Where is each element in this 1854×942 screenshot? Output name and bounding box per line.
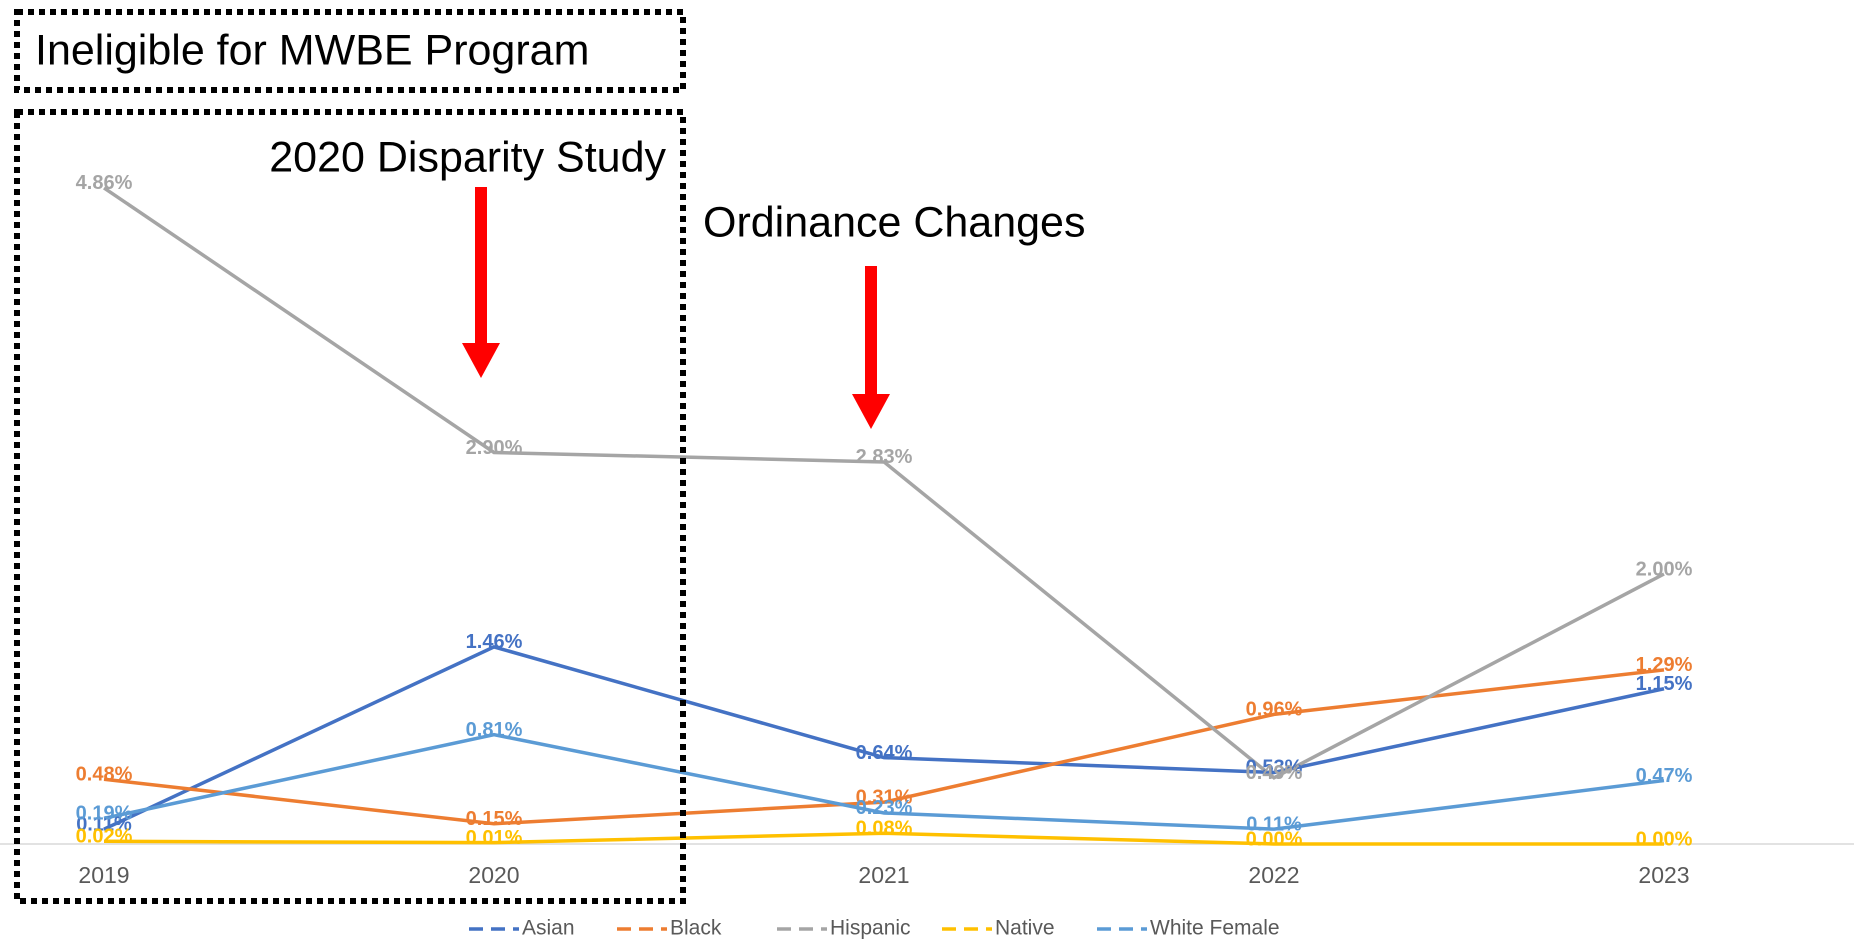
data-label: 0.00% [1636, 828, 1693, 850]
data-label: 0.00% [1246, 828, 1303, 850]
data-label: 0.19% [76, 803, 133, 825]
series-line [103, 732, 1665, 831]
data-label: 0.31% [856, 786, 913, 808]
legend-label: Hispanic [830, 917, 911, 940]
data-label: 4.86% [76, 172, 133, 194]
data-label: 0.53% [1246, 757, 1303, 779]
annotation-box [14, 9, 686, 93]
series-line [103, 186, 1665, 780]
legend-label: Native [995, 917, 1055, 940]
data-label: 0.15% [466, 808, 523, 830]
data-label: 0.96% [1246, 699, 1303, 721]
data-label: 0.01% [466, 827, 523, 849]
plot-area [103, 186, 1665, 846]
annotation: Ordinance Changes [703, 198, 1085, 246]
legend-label: Asian [522, 917, 575, 940]
data-label: 2.00% [1636, 558, 1693, 580]
data-label: 0.49% [1246, 762, 1303, 784]
x-tick-label: 2023 [1638, 862, 1689, 888]
data-label: 2.83% [856, 446, 913, 468]
series-line [103, 831, 1664, 846]
series-line [103, 645, 1665, 831]
annotation-box [14, 109, 686, 904]
data-label: 1.46% [466, 631, 523, 653]
data-label: 1.15% [1636, 673, 1693, 695]
arrow [462, 187, 500, 378]
data-label: 0.08% [856, 817, 913, 839]
legend-label: Black [670, 917, 722, 940]
legend-label: White Female [1150, 917, 1280, 940]
annotation: 2020 Disparity Study [269, 133, 666, 181]
annotation: Ineligible for MWBE Program [35, 26, 589, 74]
x-tick-label: 2022 [1248, 862, 1299, 888]
data-label: 0.11% [76, 813, 132, 835]
data-label: 0.02% [76, 826, 133, 848]
arrow [852, 266, 890, 429]
data-label: 0.47% [1636, 765, 1693, 787]
x-tick-label: 2020 [468, 862, 519, 888]
x-tick-label: 2021 [858, 862, 909, 888]
x-tick-label: 2019 [78, 862, 129, 888]
data-label: 0.64% [856, 742, 913, 764]
data-label: 2.90% [466, 437, 523, 459]
data-label: 1.29% [1636, 654, 1693, 676]
data-label: 0.23% [856, 797, 913, 819]
data-label: 0.11% [1246, 813, 1302, 835]
series-line [103, 668, 1665, 826]
data-label: 0.81% [466, 719, 523, 741]
data-label: 0.48% [76, 763, 133, 785]
